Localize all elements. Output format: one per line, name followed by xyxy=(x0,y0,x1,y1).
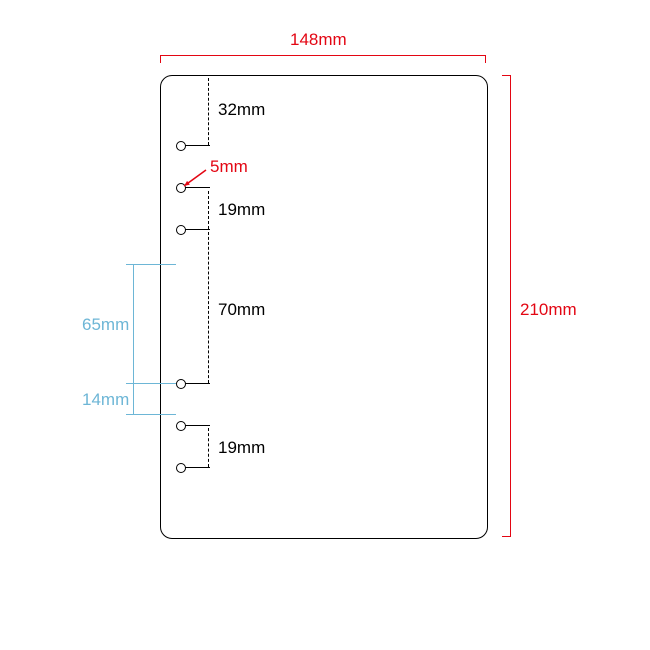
left-dim-tick xyxy=(126,264,176,265)
left-dim-label: 65mm xyxy=(82,315,129,335)
left-dim-label: 14mm xyxy=(82,390,129,410)
left-dim-tick xyxy=(126,383,176,384)
left-dim-tick xyxy=(126,414,176,415)
left-dim-line xyxy=(133,264,134,414)
